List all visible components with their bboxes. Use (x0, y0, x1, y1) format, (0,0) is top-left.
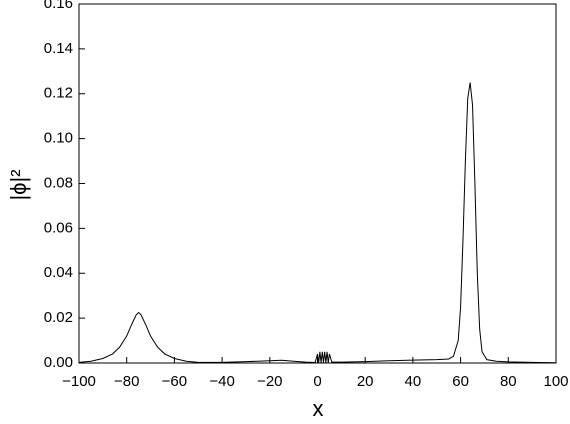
y-tick-label: 0.00 (44, 354, 73, 371)
x-tick-label: 60 (452, 373, 469, 390)
x-tick-label: 20 (357, 373, 374, 390)
x-tick-label: −20 (257, 373, 282, 390)
x-tick-label: 80 (500, 373, 517, 390)
y-axis-label: |ϕ|² (6, 169, 31, 200)
x-tick-label: −80 (114, 373, 139, 390)
y-tick-label: 0.04 (44, 264, 73, 281)
y-tick-label: 0.02 (44, 309, 73, 326)
x-tick-label: 40 (405, 373, 422, 390)
y-tick-label: 0.14 (44, 40, 73, 57)
x-axis-label: x (313, 396, 324, 421)
x-tick-label: −100 (62, 373, 96, 390)
x-tick-label: −60 (162, 373, 187, 390)
line-series (78, 82, 557, 364)
y-tick-label: 0.12 (44, 85, 73, 102)
y-tick-label: 0.10 (44, 130, 73, 147)
x-tick-label: 100 (543, 373, 568, 390)
plot-frame (78, 3, 557, 364)
y-tick-label: 0.06 (44, 219, 73, 236)
y-tick-label: 0.16 (44, 0, 73, 12)
x-tick-label: −40 (209, 373, 234, 390)
y-tick-label: 0.08 (44, 174, 73, 191)
x-tick-label: 0 (313, 373, 321, 390)
